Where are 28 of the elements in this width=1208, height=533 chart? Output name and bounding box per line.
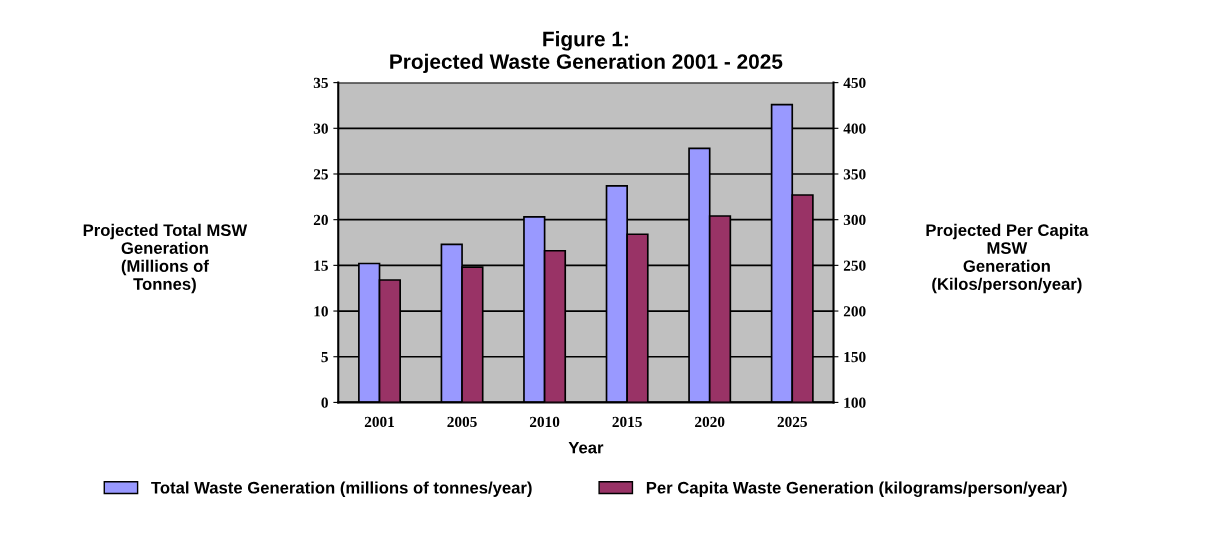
y-tick-label: 10: [314, 306, 328, 317]
y2-axis-title: Projected Per Capita MSW Generation (Kilos/person/year): [926, 223, 1089, 294]
legend-label: Per Capita Waste Generation (kilograms/person/year): [646, 481, 1067, 497]
x-tick-label: 2020: [695, 416, 725, 428]
y-tick-label: 30: [313, 123, 328, 134]
x-tick-label: 2010: [529, 416, 560, 428]
y2-tick-label: 450: [843, 77, 866, 89]
y-tick-label: 35: [313, 77, 328, 89]
y2-tick-label: 200: [843, 306, 866, 317]
y-tick-label: 5: [321, 352, 328, 363]
y-tick-label: 20: [313, 214, 328, 226]
y-tick-label: 0: [321, 397, 328, 408]
x-tick-label: 2025: [777, 416, 807, 428]
y2-tick-label: 400: [843, 123, 866, 134]
chart-title: Figure 1: Projected Waste Generation 2001 - 2025: [390, 31, 783, 74]
y2-tick-label: 300: [843, 214, 866, 226]
x-axis-title: Year: [568, 441, 604, 454]
x-tick-label: 2015: [612, 416, 642, 428]
legend-label: Total Waste Generation (millions of tonnes/year): [151, 481, 532, 497]
y2-tick-label: 150: [844, 351, 866, 363]
y2-tick-label: 250: [843, 260, 866, 271]
y-axis-title: Projected Total MSW Generation (Millions of Tonnes): [83, 223, 248, 294]
x-tick-label: 2005: [447, 416, 477, 428]
y-tick-label: 25: [313, 169, 328, 180]
y2-tick-label: 100: [844, 397, 866, 408]
y-tick-label: 15: [314, 260, 328, 271]
x-tick-label: 2001: [364, 416, 394, 428]
y2-tick-label: 350: [843, 169, 866, 180]
